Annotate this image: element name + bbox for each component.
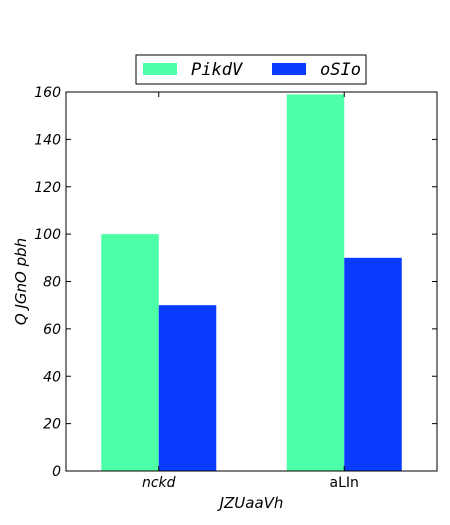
y-axis-label: Q JGnO pbh	[12, 238, 30, 325]
bars-group	[101, 94, 402, 472]
x-axis-label: JZUaaVh	[217, 494, 284, 512]
y-tick-label: 0	[52, 464, 61, 480]
legend-label-PikdV: PikdV	[191, 60, 243, 80]
legend-label-oSIo: oSIo	[320, 60, 361, 80]
legend-swatch-PikdV	[143, 63, 177, 75]
x-tick-label: nckd	[142, 475, 176, 491]
bar-PikdV-aLIn	[286, 94, 345, 472]
y-tick-label: 100	[34, 227, 61, 243]
bar-PikdV-nckd	[101, 234, 159, 471]
x-axis: nckd aLIn	[142, 92, 359, 491]
legend: PikdV oSIo	[135, 54, 367, 85]
x-tick-label: aLIn	[330, 475, 359, 491]
y-tick-label: 140	[34, 132, 61, 148]
y-tick-label: 40	[43, 369, 61, 385]
y-tick-label: 20	[43, 417, 61, 433]
legend-swatch-oSIo	[272, 63, 306, 75]
y-tick-label: 120	[34, 180, 61, 196]
y-tick-label: 80	[43, 275, 61, 291]
bar-oSIo-nckd	[158, 305, 217, 471]
bar-oSIo-aLIn	[344, 257, 402, 471]
y-axis: 0 20 40 60 80 100 120 140 160	[34, 85, 437, 480]
y-tick-label: 160	[34, 85, 61, 101]
y-tick-label: 60	[43, 322, 61, 338]
